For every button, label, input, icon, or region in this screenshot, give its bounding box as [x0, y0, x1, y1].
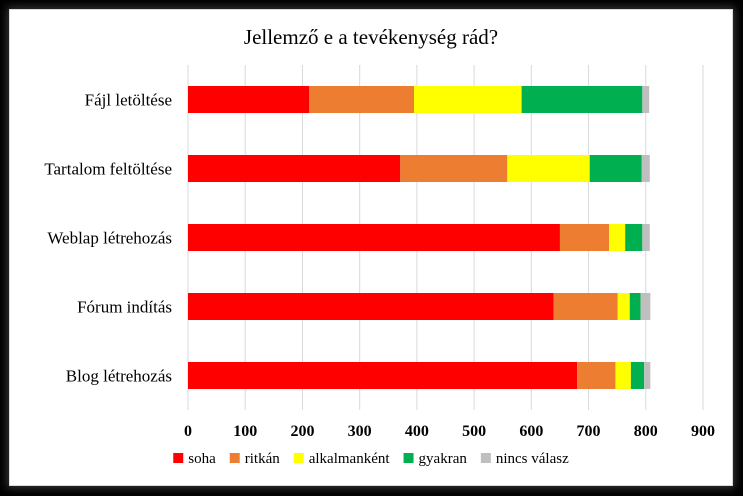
bar-segment	[630, 362, 645, 389]
x-tick-label: 500	[462, 423, 486, 440]
category-label: Fórum indítás	[77, 298, 172, 317]
bar-segment	[309, 86, 415, 113]
legend: soha ritkán alkalmanként gyakran nincs válas…	[173, 451, 569, 467]
legend-swatch	[173, 453, 184, 463]
bar-segment	[617, 293, 630, 320]
bar-segment	[577, 362, 616, 389]
x-tick-label: 700	[577, 423, 601, 440]
x-tick-label: 300	[348, 423, 372, 440]
x-tick-label: 400	[405, 423, 429, 440]
bar-segment	[644, 362, 651, 389]
legend-swatch	[480, 453, 491, 463]
bar-segment	[553, 293, 618, 320]
x-tick-label: 100	[233, 423, 257, 440]
category-labels: Fájl letöltése Tartalom feltöltése Weblap …	[44, 91, 172, 386]
bar-segment	[400, 155, 508, 182]
bar-segment	[625, 224, 643, 251]
x-tick-label: 900	[691, 423, 715, 440]
x-tick-label: 0	[184, 423, 192, 440]
bar-segment	[640, 293, 651, 320]
bar-segment	[188, 224, 560, 251]
x-tick-label: 200	[290, 423, 314, 440]
bar-segment	[507, 155, 590, 182]
x-axis-ticks: 0 100 200 300 400 500 600 700 800 900	[184, 423, 715, 440]
bar-segment	[188, 293, 554, 320]
legend-label: gyakran	[419, 451, 468, 467]
category-label: Tartalom feltöltése	[44, 160, 172, 179]
bar-segment	[642, 86, 650, 113]
bar-segment	[642, 224, 650, 251]
bar-segment	[188, 362, 578, 389]
category-label: Fájl letöltése	[85, 91, 172, 110]
bar-segment	[414, 86, 522, 113]
chart-title: Jellemző e a tevékenység rád?	[244, 25, 498, 49]
legend-label: nincs válasz	[496, 451, 569, 467]
bar-segment	[615, 362, 631, 389]
legend-swatch	[403, 453, 414, 463]
legend-swatch	[229, 453, 240, 463]
bar-segment	[641, 155, 650, 182]
bars	[188, 86, 651, 389]
bar-segment	[559, 224, 610, 251]
category-label: Weblap létrehozás	[47, 229, 172, 248]
x-tick-label: 800	[634, 423, 658, 440]
legend-label: ritkán	[245, 451, 280, 467]
legend-swatch	[293, 453, 304, 463]
bar-segment	[188, 86, 310, 113]
legend-label: alkalmanként	[309, 451, 391, 467]
x-tick-label: 600	[519, 423, 543, 440]
category-label: Blog létrehozás	[66, 367, 172, 386]
legend-label: soha	[188, 451, 216, 467]
bar-segment	[521, 86, 643, 113]
bar-segment	[609, 224, 626, 251]
bar-segment	[589, 155, 642, 182]
bar-segment	[188, 155, 401, 182]
bar-segment	[629, 293, 641, 320]
